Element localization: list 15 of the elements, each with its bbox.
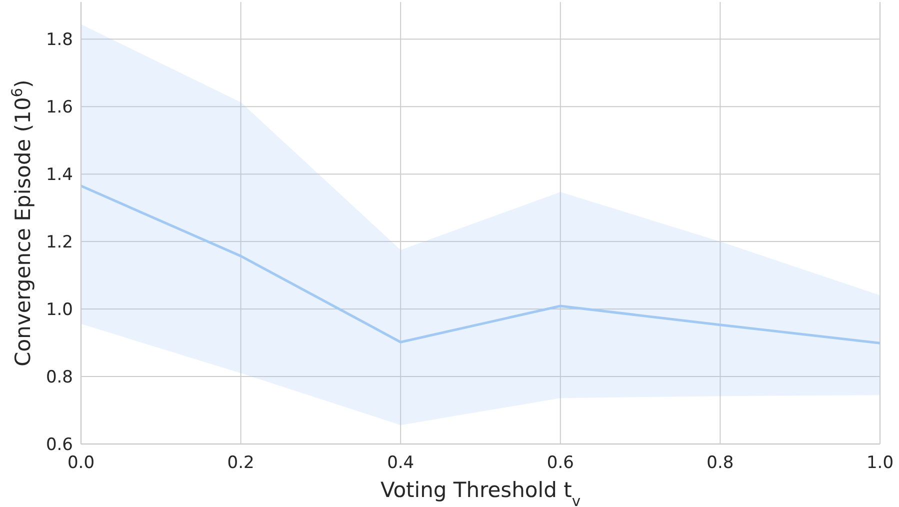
line-series	[80, 184, 882, 344]
y-tick-label: 0.6	[46, 435, 73, 455]
y-tick-label: 1.4	[46, 165, 73, 186]
x-axis-title: Voting Threshold t$_{v}$	[380, 478, 581, 507]
y-tick-label: 0.8	[46, 368, 73, 388]
y-tick-label: 1.6	[46, 98, 73, 118]
x-tick-label: 0.2	[227, 453, 254, 473]
x-tick-label: 0.6	[546, 453, 574, 473]
y-tick-label: 1.8	[46, 30, 73, 50]
x-tick-label: 0.4	[387, 453, 414, 473]
x-tick-label: 0.0	[67, 453, 95, 473]
y-tick-label: 1.2	[46, 232, 73, 253]
y-tick-label: 1.0	[46, 300, 73, 320]
x-tick-label: 0.8	[706, 453, 734, 473]
x-tick-label: 1.0	[866, 453, 894, 473]
